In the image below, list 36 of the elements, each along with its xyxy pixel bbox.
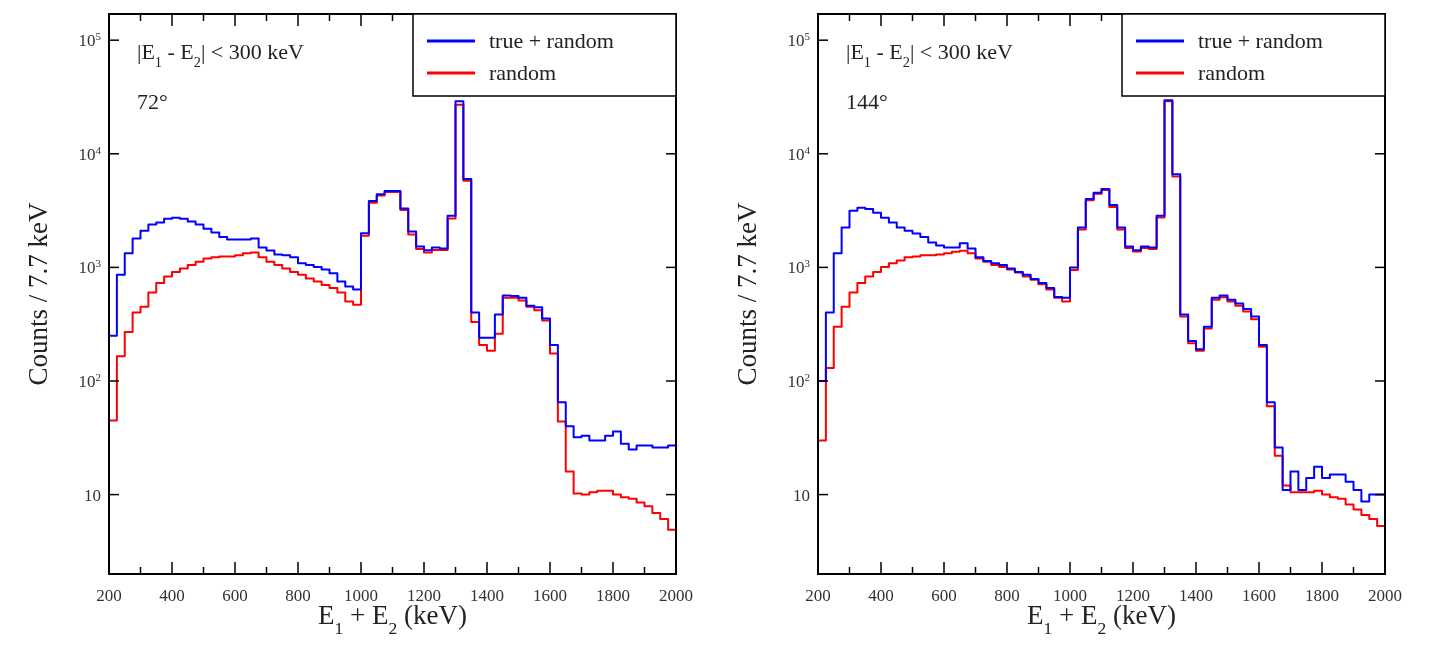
x-tick-label: 1400: [470, 586, 504, 605]
x-tick-label: 1800: [1305, 586, 1339, 605]
y-tick-label: 10$^{4}$: [78, 143, 102, 164]
annotation: 144°: [846, 89, 888, 114]
y-tick-label: 10$^{5}$: [787, 30, 811, 51]
y-tick-label: 10$^{3}$: [787, 257, 811, 278]
y-axis-title: Counts / 7.7 keV: [732, 202, 762, 386]
x-tick-label: 400: [159, 586, 185, 605]
x-tick-label: 1400: [1179, 586, 1213, 605]
x-tick-label: 600: [931, 586, 957, 605]
y-tick-label: 10: [84, 485, 101, 505]
annotation: |E$_{1}$ - E$_{2}$| < 300 keV: [137, 39, 304, 70]
legend-label: true + random: [489, 28, 614, 53]
x-tick-label: 2000: [659, 586, 693, 605]
x-tick-label: 800: [285, 586, 311, 605]
y-tick-label: 10$^{5}$: [78, 30, 102, 51]
x-tick-label: 1800: [596, 586, 630, 605]
x-tick-label: 200: [96, 586, 122, 605]
x-tick-label: 800: [994, 586, 1020, 605]
legend-label: true + random: [1198, 28, 1323, 53]
y-tick-label: 10$^{4}$: [787, 143, 811, 164]
y-tick-label: 10$^{3}$: [78, 257, 102, 278]
x-tick-label: 1600: [533, 586, 567, 605]
x-tick-label: 1600: [1242, 586, 1276, 605]
legend-label: random: [1198, 60, 1266, 85]
x-tick-label: 400: [868, 586, 894, 605]
legend-label: random: [489, 60, 557, 85]
y-tick-label: 10$^{2}$: [787, 370, 810, 391]
y-tick-label: 10: [793, 485, 810, 505]
y-tick-label: 10$^{2}$: [78, 370, 101, 391]
x-tick-label: 200: [805, 586, 831, 605]
y-axis-title: Counts / 7.7 keV: [23, 202, 53, 386]
x-tick-label: 600: [222, 586, 248, 605]
annotation: 72°: [137, 89, 168, 114]
x-tick-label: 2000: [1368, 586, 1402, 605]
annotation: |E$_{1}$ - E$_{2}$| < 300 keV: [846, 39, 1013, 70]
